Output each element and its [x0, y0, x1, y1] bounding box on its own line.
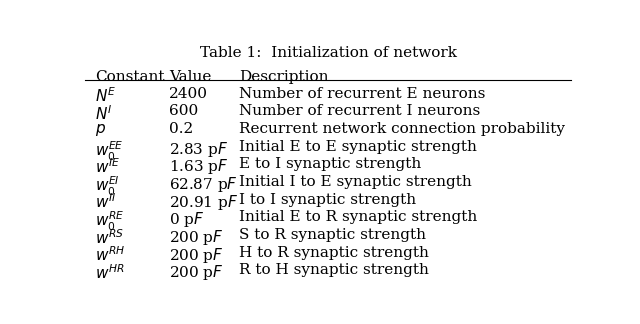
Text: 1.63 p$F$: 1.63 p$F$	[169, 157, 228, 176]
Text: 62.87 p$F$: 62.87 p$F$	[169, 175, 238, 194]
Text: Description: Description	[239, 70, 328, 84]
Text: I to I synaptic strength: I to I synaptic strength	[239, 193, 416, 207]
Text: $w^{RH}$: $w^{RH}$	[95, 246, 125, 264]
Text: Number of recurrent E neurons: Number of recurrent E neurons	[239, 87, 485, 101]
Text: H to R synaptic strength: H to R synaptic strength	[239, 246, 429, 260]
Text: Table 1:  Initialization of network: Table 1: Initialization of network	[200, 46, 456, 60]
Text: $w^{RS}$: $w^{RS}$	[95, 228, 124, 247]
Text: $N^E$: $N^E$	[95, 87, 116, 106]
Text: 200 p$F$: 200 p$F$	[169, 263, 224, 282]
Text: 0 p$F$: 0 p$F$	[169, 210, 205, 229]
Text: 2400: 2400	[169, 87, 208, 101]
Text: Number of recurrent I neurons: Number of recurrent I neurons	[239, 104, 480, 119]
Text: 600: 600	[169, 104, 198, 119]
Text: $w_0^{EI}$: $w_0^{EI}$	[95, 175, 120, 198]
Text: 200 p$F$: 200 p$F$	[169, 246, 224, 265]
Text: E to I synaptic strength: E to I synaptic strength	[239, 157, 421, 171]
Text: 2.83 p$F$: 2.83 p$F$	[169, 140, 228, 159]
Text: Initial E to E synaptic strength: Initial E to E synaptic strength	[239, 140, 477, 154]
Text: S to R synaptic strength: S to R synaptic strength	[239, 228, 426, 242]
Text: $w_0^{EE}$: $w_0^{EE}$	[95, 140, 124, 163]
Text: $w^{HR}$: $w^{HR}$	[95, 263, 125, 282]
Text: 200 p$F$: 200 p$F$	[169, 228, 224, 247]
Text: Initial E to R synaptic strength: Initial E to R synaptic strength	[239, 210, 477, 224]
Text: $p$: $p$	[95, 122, 106, 138]
Text: 20.91 p$F$: 20.91 p$F$	[169, 193, 239, 212]
Text: R to H synaptic strength: R to H synaptic strength	[239, 263, 429, 277]
Text: $N^I$: $N^I$	[95, 104, 112, 123]
Text: Recurrent network connection probability: Recurrent network connection probability	[239, 122, 564, 136]
Text: $w^{II}$: $w^{II}$	[95, 193, 116, 211]
Text: 0.2: 0.2	[169, 122, 193, 136]
Text: $w^{IE}$: $w^{IE}$	[95, 157, 120, 176]
Text: Value: Value	[169, 70, 212, 84]
Text: Constant: Constant	[95, 70, 164, 84]
Text: $w_0^{RE}$: $w_0^{RE}$	[95, 210, 124, 234]
Text: Initial I to E synaptic strength: Initial I to E synaptic strength	[239, 175, 472, 189]
